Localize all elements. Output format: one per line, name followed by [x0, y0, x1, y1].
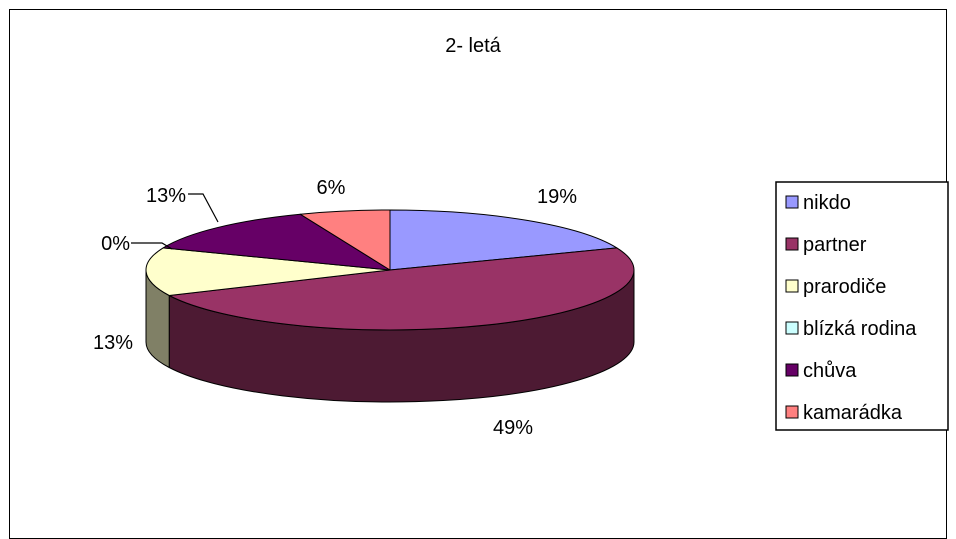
data-labels: 19% 49% 13% 0% 13% 6% — [93, 177, 577, 439]
legend-swatch-prarodice — [785, 279, 799, 293]
leader-lines — [131, 193, 219, 250]
legend-swatch-nikdo — [785, 195, 799, 209]
legend-swatch-chuva — [785, 363, 799, 377]
pie-slice-partner — [168, 247, 635, 331]
pie-slice-kamaradka — [299, 209, 391, 271]
data-label-chuva: 13% — [146, 185, 186, 207]
legend-swatch-blizka-rodina — [785, 321, 799, 335]
pie-slice-chuva — [162, 213, 391, 271]
pie-slice-nikdo — [389, 209, 618, 271]
leader-line-blizka-rodina — [131, 242, 173, 250]
legend-label-partner: partner — [803, 234, 867, 256]
legend-label-kamaradka: kamarádka — [803, 402, 903, 424]
legend-label-nikdo: nikdo — [803, 192, 851, 214]
legend-label-blizka-rodina: blízká rodina — [803, 318, 917, 340]
pie-slices — [145, 209, 635, 331]
legend: nikdo partner prarodiče blízká rodina chůva k… — [775, 181, 949, 431]
chart-title: 2- letá — [445, 35, 501, 57]
data-label-nikdo: 19% — [537, 186, 577, 208]
legend-label-chuva: chůva — [803, 360, 857, 382]
leader-line-chuva — [188, 193, 219, 223]
data-label-prarodice: 13% — [93, 332, 133, 354]
legend-swatch-kamaradka — [785, 405, 799, 419]
data-label-partner: 49% — [493, 417, 533, 439]
data-label-kamaradka: 6% — [317, 177, 346, 199]
data-label-blizka-rodina: 0% — [101, 233, 130, 255]
pie-slice-prarodice — [145, 247, 391, 296]
legend-box — [775, 181, 949, 431]
legend-label-prarodice: prarodiče — [803, 276, 886, 298]
legend-swatch-partner — [785, 237, 799, 251]
